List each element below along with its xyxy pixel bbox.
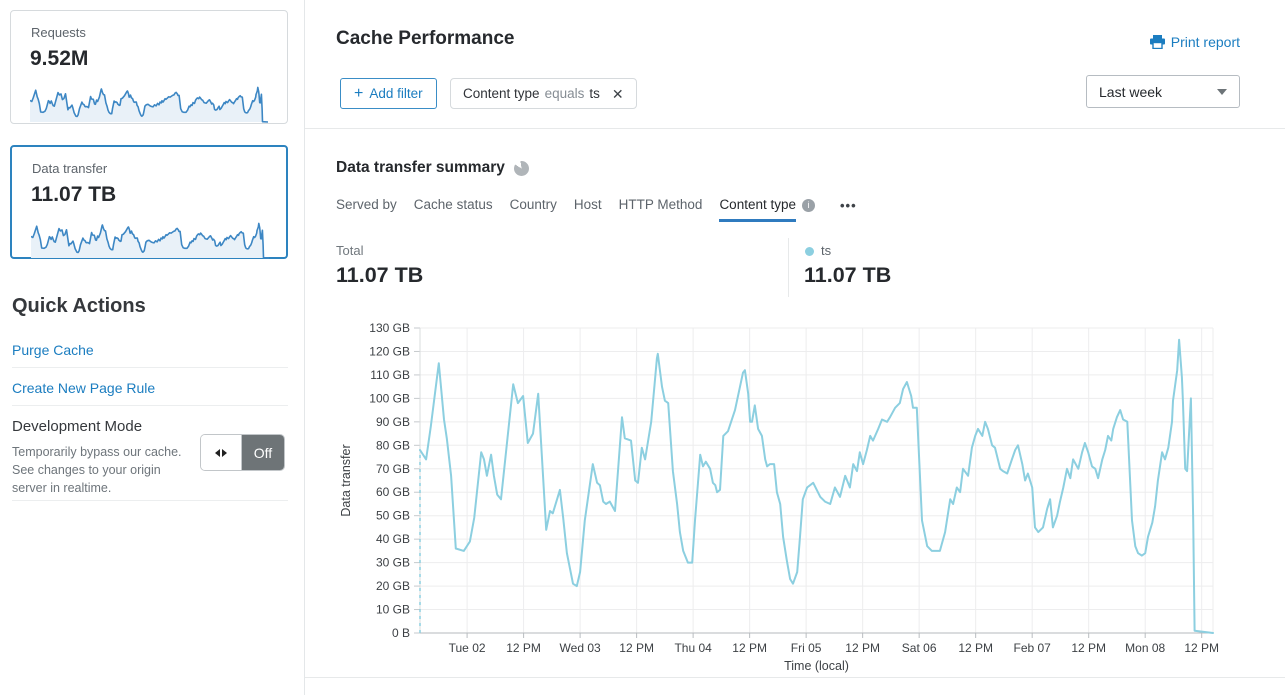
tab-label: HTTP Method <box>618 197 703 212</box>
svg-text:Time (local): Time (local) <box>784 659 849 673</box>
svg-text:10 GB: 10 GB <box>376 603 410 617</box>
svg-text:Data transfer: Data transfer <box>339 444 353 516</box>
tab-host[interactable]: Host <box>574 197 602 220</box>
filter-operator: equals <box>544 86 585 101</box>
tab-label: Cache status <box>413 197 493 212</box>
svg-text:120 GB: 120 GB <box>369 344 410 358</box>
add-filter-button[interactable]: + Add filter <box>340 78 437 109</box>
print-report-button[interactable]: Print report <box>1149 34 1240 50</box>
divider <box>12 367 288 368</box>
svg-text:Feb 07: Feb 07 <box>1013 641 1051 655</box>
plus-icon: + <box>354 84 364 102</box>
svg-text:Wed 03: Wed 03 <box>560 641 601 655</box>
data-transfer-summary-title: Data transfer summary <box>336 159 505 176</box>
series-ts-value: 11.07 TB <box>804 263 892 287</box>
divider <box>12 405 288 406</box>
requests-metric-card[interactable]: Requests 9.52M <box>10 10 288 124</box>
print-report-label: Print report <box>1170 34 1240 50</box>
requests-label: Requests <box>31 25 86 40</box>
data-transfer-time-series-chart: 0 B 10 GB 20 GB 30 GB 40 GB 50 GB 60 GB 70 GB 80… <box>339 321 1219 673</box>
svg-text:100 GB: 100 GB <box>369 391 410 405</box>
create-new-page-rule-link[interactable]: Create New Page Rule <box>12 380 156 396</box>
svg-text:Mon 08: Mon 08 <box>1125 641 1165 655</box>
svg-text:50 GB: 50 GB <box>376 509 410 523</box>
page-title: Cache Performance <box>336 28 515 49</box>
dev-mode-toggle-state: Off <box>242 435 284 470</box>
svg-text:Fri 05: Fri 05 <box>791 641 822 655</box>
pie-chart-icon <box>514 161 529 176</box>
data-transfer-metric-card[interactable]: Data transfer 11.07 TB <box>10 145 288 259</box>
dev-mode-arrows-icon <box>201 435 242 470</box>
remove-filter-icon[interactable]: ✕ <box>611 85 624 102</box>
total-label: Total <box>336 243 364 258</box>
development-mode-description: Temporarily bypass our cache. See change… <box>12 445 182 495</box>
development-mode-title: Development Mode <box>12 418 143 435</box>
divider <box>12 500 288 501</box>
dimension-tabs: Served by Cache status Country Host HTTP Met… <box>336 197 857 222</box>
series-ts-legend-dot <box>805 247 814 256</box>
tab-label: Host <box>573 197 602 212</box>
filter-value: ts <box>589 86 600 101</box>
tab-label: Content type <box>719 197 796 222</box>
svg-text:20 GB: 20 GB <box>376 579 410 593</box>
tab-label: Country <box>509 197 557 212</box>
info-icon[interactable]: i <box>802 198 815 212</box>
quick-actions-heading: Quick Actions <box>12 295 146 317</box>
tab-country[interactable]: Country <box>510 197 557 220</box>
divider <box>788 238 789 297</box>
printer-icon <box>1149 35 1165 49</box>
chevron-down-icon <box>1217 88 1227 95</box>
svg-text:12 PM: 12 PM <box>958 641 993 655</box>
svg-text:12 PM: 12 PM <box>1184 641 1219 655</box>
tab-served-by[interactable]: Served by <box>336 197 397 220</box>
filter-field: Content type <box>463 86 540 101</box>
svg-text:130 GB: 130 GB <box>369 321 410 335</box>
svg-text:90 GB: 90 GB <box>376 415 410 429</box>
svg-text:12 PM: 12 PM <box>1071 641 1106 655</box>
data-transfer-label: Data transfer <box>32 161 108 176</box>
development-mode-toggle[interactable]: Off <box>200 434 285 471</box>
requests-sparkline-chart <box>30 86 268 123</box>
tab-cache-status[interactable]: Cache status <box>414 197 493 220</box>
svg-text:30 GB: 30 GB <box>376 556 410 570</box>
tab-http-method[interactable]: HTTP Method <box>619 197 703 220</box>
add-filter-label: Add filter <box>369 86 423 101</box>
requests-value: 9.52M <box>30 47 89 70</box>
svg-text:Sat 06: Sat 06 <box>902 641 937 655</box>
data-transfer-sparkline-chart <box>31 222 269 259</box>
svg-text:12 PM: 12 PM <box>619 641 654 655</box>
svg-text:110 GB: 110 GB <box>370 368 410 382</box>
data-transfer-value: 11.07 TB <box>31 183 117 206</box>
total-value: 11.07 TB <box>336 263 424 287</box>
analytics-sidebar: Requests 9.52M Data transfer 11.07 TB Qu… <box>0 0 305 695</box>
data-transfer-chart-container: 0 B 10 GB 20 GB 30 GB 40 GB 50 GB 60 GB 70 GB 80… <box>336 316 1228 678</box>
tab-label: Served by <box>336 197 397 212</box>
filter-chip-content-type[interactable]: Content type equals ts ✕ <box>450 78 637 109</box>
svg-text:Tue 02: Tue 02 <box>449 641 486 655</box>
svg-text:70 GB: 70 GB <box>376 462 410 476</box>
svg-text:12 PM: 12 PM <box>506 641 541 655</box>
svg-text:12 PM: 12 PM <box>845 641 880 655</box>
purge-cache-link[interactable]: Purge Cache <box>12 342 94 358</box>
svg-text:12 PM: 12 PM <box>732 641 767 655</box>
svg-text:40 GB: 40 GB <box>376 532 410 546</box>
svg-text:60 GB: 60 GB <box>376 485 410 499</box>
svg-text:0 B: 0 B <box>392 626 410 640</box>
svg-text:Thu 04: Thu 04 <box>674 641 712 655</box>
more-dimensions-ellipsis-icon[interactable]: ••• <box>840 198 857 213</box>
divider <box>305 128 1285 129</box>
time-range-select[interactable]: Last week <box>1086 75 1240 108</box>
tab-content-type[interactable]: Content type i <box>719 197 815 222</box>
svg-text:80 GB: 80 GB <box>376 438 410 452</box>
divider <box>305 677 1285 678</box>
series-ts-legend-name: ts <box>821 243 832 258</box>
time-range-value: Last week <box>1099 83 1163 100</box>
